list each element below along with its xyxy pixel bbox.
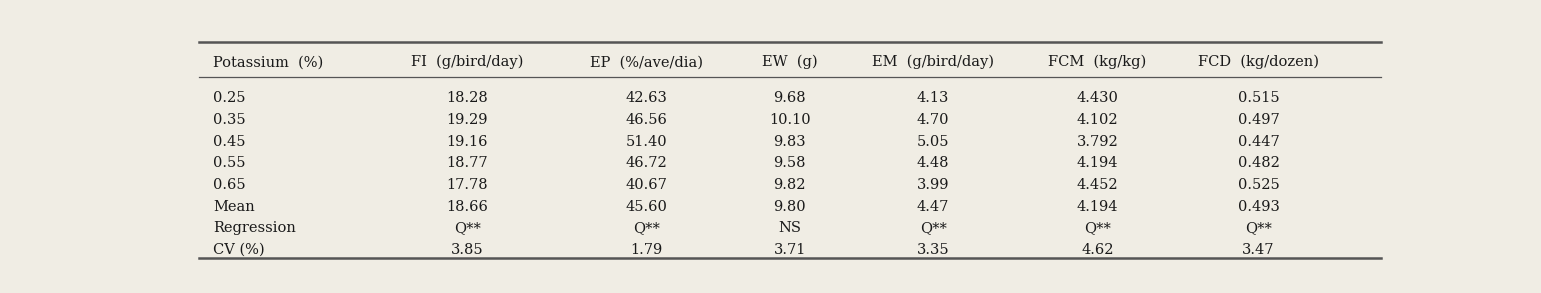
- Text: 4.430: 4.430: [1076, 91, 1119, 105]
- Text: 46.56: 46.56: [626, 113, 667, 127]
- Text: 0.515: 0.515: [1237, 91, 1279, 105]
- Text: 0.25: 0.25: [213, 91, 245, 105]
- Text: EP  (%/ave/dia): EP (%/ave/dia): [590, 55, 703, 69]
- Text: CV (%): CV (%): [213, 243, 265, 257]
- Text: 17.78: 17.78: [447, 178, 488, 192]
- Text: 4.70: 4.70: [917, 113, 949, 127]
- Text: 0.525: 0.525: [1237, 178, 1279, 192]
- Text: 10.10: 10.10: [769, 113, 811, 127]
- Text: 18.66: 18.66: [447, 200, 488, 214]
- Text: 4.194: 4.194: [1077, 200, 1119, 214]
- Text: 5.05: 5.05: [917, 135, 949, 149]
- Text: Mean: Mean: [213, 200, 254, 214]
- Text: FCD  (kg/dozen): FCD (kg/dozen): [1197, 55, 1319, 69]
- Text: 4.13: 4.13: [917, 91, 949, 105]
- Text: NS: NS: [778, 221, 801, 235]
- Text: 3.71: 3.71: [774, 243, 806, 257]
- Text: 9.83: 9.83: [774, 135, 806, 149]
- Text: EW  (g): EW (g): [761, 55, 818, 69]
- Text: 45.60: 45.60: [626, 200, 667, 214]
- Text: 4.48: 4.48: [917, 156, 949, 170]
- Text: 46.72: 46.72: [626, 156, 667, 170]
- Text: Potassium  (%): Potassium (%): [213, 55, 324, 69]
- Text: 0.482: 0.482: [1237, 156, 1279, 170]
- Text: 51.40: 51.40: [626, 135, 667, 149]
- Text: 0.35: 0.35: [213, 113, 245, 127]
- Text: 0.447: 0.447: [1237, 135, 1279, 149]
- Text: 3.47: 3.47: [1242, 243, 1274, 257]
- Text: Regression: Regression: [213, 221, 296, 235]
- Text: 19.29: 19.29: [447, 113, 488, 127]
- Text: 0.497: 0.497: [1237, 113, 1279, 127]
- Text: 4.452: 4.452: [1077, 178, 1119, 192]
- Text: Q**: Q**: [1245, 221, 1271, 235]
- Text: 4.194: 4.194: [1077, 156, 1119, 170]
- Text: 9.82: 9.82: [774, 178, 806, 192]
- Text: FI  (g/bird/day): FI (g/bird/day): [411, 55, 524, 69]
- Text: 4.47: 4.47: [917, 200, 949, 214]
- Text: 4.102: 4.102: [1077, 113, 1119, 127]
- Text: 42.63: 42.63: [626, 91, 667, 105]
- Text: 18.77: 18.77: [447, 156, 488, 170]
- Text: 0.45: 0.45: [213, 135, 245, 149]
- Text: 3.99: 3.99: [917, 178, 949, 192]
- Text: 3.35: 3.35: [917, 243, 949, 257]
- Text: 19.16: 19.16: [447, 135, 488, 149]
- Text: 0.55: 0.55: [213, 156, 245, 170]
- Text: 18.28: 18.28: [447, 91, 488, 105]
- Text: 40.67: 40.67: [626, 178, 667, 192]
- Text: EM  (g/bird/day): EM (g/bird/day): [872, 55, 994, 69]
- Text: Q**: Q**: [455, 221, 481, 235]
- Text: 3.792: 3.792: [1077, 135, 1119, 149]
- Text: Q**: Q**: [633, 221, 660, 235]
- Text: 0.493: 0.493: [1237, 200, 1279, 214]
- Text: 9.58: 9.58: [774, 156, 806, 170]
- Text: 4.62: 4.62: [1082, 243, 1114, 257]
- Text: FCM  (kg/kg): FCM (kg/kg): [1048, 55, 1147, 69]
- Text: Q**: Q**: [1083, 221, 1111, 235]
- Text: 9.68: 9.68: [774, 91, 806, 105]
- Text: 9.80: 9.80: [774, 200, 806, 214]
- Text: Q**: Q**: [920, 221, 946, 235]
- Text: 1.79: 1.79: [630, 243, 663, 257]
- Text: 0.65: 0.65: [213, 178, 245, 192]
- Text: 3.85: 3.85: [452, 243, 484, 257]
